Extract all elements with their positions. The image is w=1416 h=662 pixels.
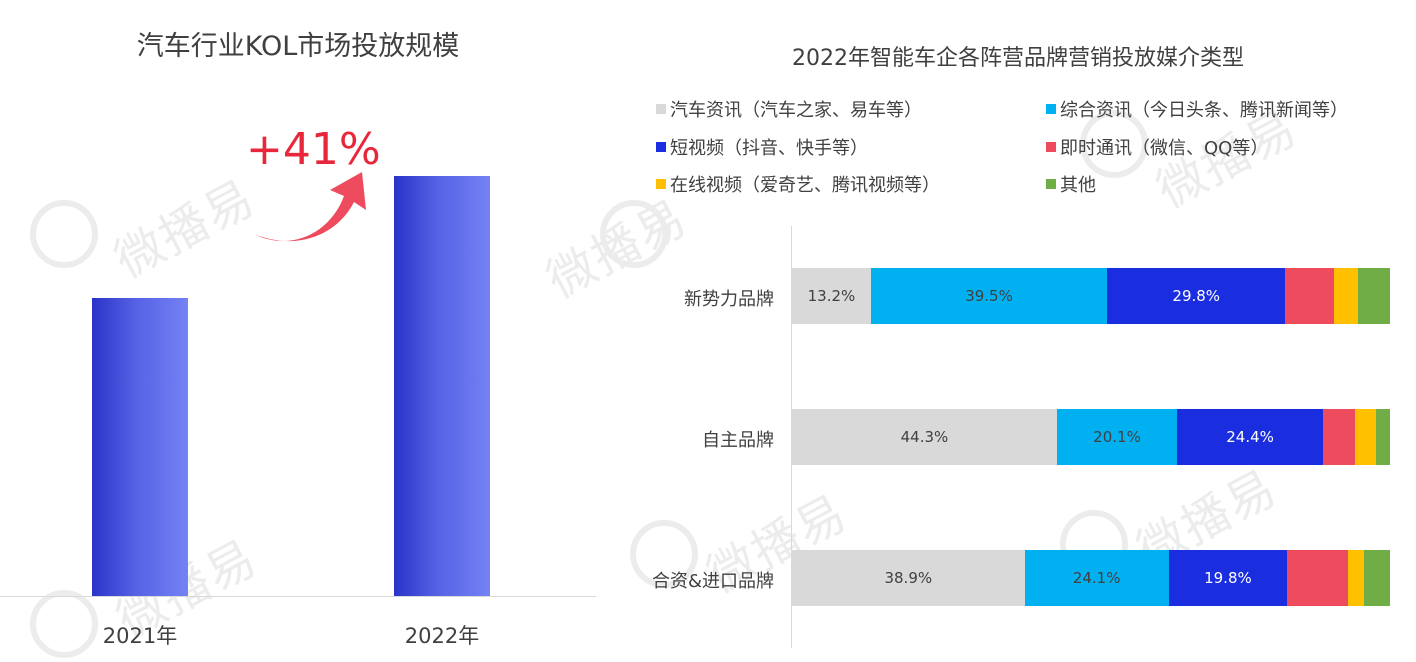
growth-label: +41% (246, 124, 381, 175)
legend-item: 短视频（抖音、快手等） (656, 134, 868, 160)
bar-2 (394, 176, 490, 596)
legend-item: 综合资讯（今日头条、腾讯新闻等） (1046, 96, 1348, 122)
bar-segment: 24.4% (1177, 409, 1324, 465)
legend-swatch (656, 179, 666, 189)
bar-segment (1357, 268, 1390, 324)
legend-label: 在线视频（爱奇艺、腾讯视频等） (670, 175, 940, 196)
legend-label: 短视频（抖音、快手等） (670, 138, 868, 159)
data-label: 29.8% (1172, 287, 1221, 305)
data-label: 39.5% (965, 287, 1013, 305)
watermark-logo (600, 200, 668, 268)
category-label: 合资&进口品牌 (651, 571, 774, 592)
legend-swatch (1046, 104, 1056, 114)
legend-swatch (1046, 179, 1056, 189)
right-chart-title: 2022年智能车企各阵营品牌营销投放媒介类型 (792, 46, 1244, 71)
legend-item: 汽车资讯（汽车之家、易车等） (656, 96, 922, 122)
bar-segment (1376, 409, 1390, 465)
data-label: 13.2% (807, 287, 856, 305)
data-label: 19.8% (1204, 569, 1252, 587)
legend-label: 汽车资讯（汽车之家、易车等） (670, 100, 922, 121)
legend-label: 其他 (1060, 175, 1096, 196)
legend-swatch (1046, 142, 1056, 152)
bar-segment: 19.8% (1168, 550, 1288, 606)
x-tick-label: 2022年 (404, 624, 480, 648)
bar-segment: 39.5% (870, 268, 1108, 324)
right-y-axis (791, 226, 792, 648)
category-label: 自主品牌 (702, 430, 774, 451)
legend-item: 在线视频（爱奇艺、腾讯视频等） (656, 171, 940, 197)
bar-segment: 20.1% (1056, 409, 1178, 465)
bar-segment: 29.8% (1107, 268, 1286, 324)
legend-swatch (656, 104, 666, 114)
legend-swatch (656, 142, 666, 152)
left-x-axis (0, 596, 596, 597)
bar-segment (1355, 409, 1377, 465)
bar-segment: 44.3% (792, 409, 1057, 465)
bar-segment (1364, 550, 1390, 606)
bar-segment (1287, 550, 1349, 606)
category-label: 新势力品牌 (684, 289, 774, 310)
bar-1 (92, 298, 188, 596)
bar-segment (1348, 550, 1365, 606)
watermark-logo (30, 200, 98, 268)
bar-segment (1334, 268, 1358, 324)
legend-label: 即时通讯（微信、QQ等） (1060, 138, 1269, 159)
data-label: 44.3% (900, 428, 949, 446)
growth-arrow-icon (254, 172, 366, 242)
left-chart-title: 汽车行业KOL市场投放规模 (136, 31, 460, 62)
bar-segment (1285, 268, 1335, 324)
bar-segment: 24.1% (1024, 550, 1169, 606)
legend-item: 其他 (1046, 171, 1096, 197)
data-label: 24.4% (1226, 428, 1274, 446)
legend-item: 即时通讯（微信、QQ等） (1046, 134, 1268, 160)
data-label: 20.1% (1093, 428, 1141, 446)
x-tick-label: 2021年 (102, 624, 178, 648)
watermark-text: 微播易 (105, 169, 265, 290)
data-label: 24.1% (1072, 569, 1121, 587)
bar-segment: 38.9% (792, 550, 1025, 606)
bar-segment: 13.2% (792, 268, 871, 324)
legend-label: 综合资讯（今日头条、腾讯新闻等） (1060, 100, 1348, 121)
data-label: 38.9% (884, 569, 933, 587)
bar-segment (1323, 409, 1356, 465)
